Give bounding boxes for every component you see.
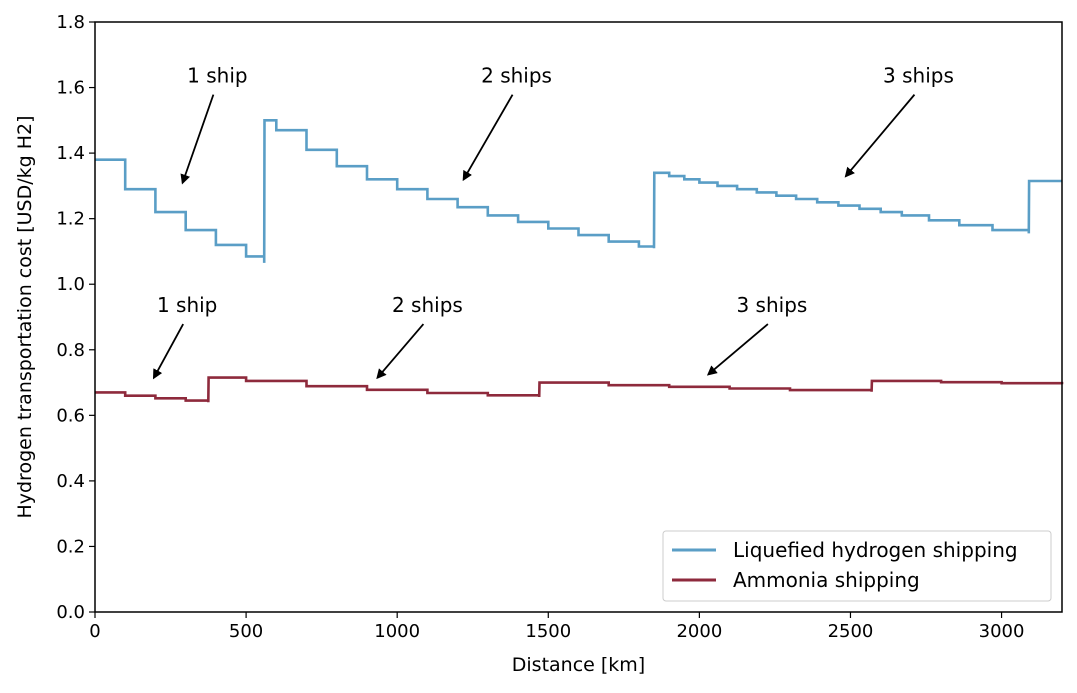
y-axis-label: Hydrogen transportation cost [USD/kg H2] bbox=[14, 115, 36, 518]
x-tick-label-500: 500 bbox=[229, 621, 263, 642]
x-tick-label-2000: 2000 bbox=[676, 621, 722, 642]
annotation-arrow-2 bbox=[844, 94, 916, 178]
y-tick-label-0.4: 0.4 bbox=[56, 471, 85, 492]
y-tick-label-0.8: 0.8 bbox=[56, 340, 85, 361]
annotation-label-5: 3 ships bbox=[736, 293, 807, 317]
annotation-label-1: 2 ships bbox=[481, 64, 552, 88]
series-line-ammonia bbox=[95, 376, 1064, 403]
y-tick-label-1.6: 1.6 bbox=[56, 78, 85, 99]
legend: Liquefied hydrogen shipping Ammonia ship… bbox=[662, 530, 1052, 602]
legend-label-ammonia: Ammonia shipping bbox=[733, 568, 920, 592]
y-tick-label-0.6: 0.6 bbox=[56, 405, 85, 426]
annotation-arrow-5 bbox=[706, 323, 769, 376]
annotation-arrow-3 bbox=[152, 323, 184, 380]
x-axis-label: Distance [km] bbox=[512, 654, 645, 676]
x-tick-label-2500: 2500 bbox=[828, 621, 874, 642]
x-tick-label-1500: 1500 bbox=[525, 621, 571, 642]
annotation-label-3: 1 ship bbox=[157, 293, 217, 317]
x-tick-label-1000: 1000 bbox=[374, 621, 420, 642]
annotation-arrow-4 bbox=[376, 323, 425, 380]
x-tick-label-0: 0 bbox=[89, 621, 100, 642]
annotation-arrow-1 bbox=[462, 94, 514, 182]
y-tick-label-1.8: 1.8 bbox=[56, 12, 85, 33]
legend-frame bbox=[662, 530, 1052, 602]
y-tick-label-0.0: 0.0 bbox=[56, 602, 85, 623]
annotation-arrow-0 bbox=[180, 94, 215, 185]
annotation-label-4: 2 ships bbox=[392, 293, 463, 317]
annotation-label-2: 3 ships bbox=[883, 64, 954, 88]
y-tick-label-1.0: 1.0 bbox=[56, 274, 85, 295]
y-tick-label-0.2: 0.2 bbox=[56, 536, 85, 557]
series-line-liquefied-hydrogen bbox=[95, 119, 1062, 263]
x-tick-label-3000: 3000 bbox=[979, 621, 1025, 642]
y-tick-label-1.4: 1.4 bbox=[56, 143, 85, 164]
legend-label-liquefied-hydrogen: Liquefied hydrogen shipping bbox=[733, 538, 1018, 562]
y-tick-label-1.2: 1.2 bbox=[56, 209, 85, 230]
plot-frame bbox=[94, 21, 1063, 613]
annotation-label-0: 1 ship bbox=[187, 64, 247, 88]
